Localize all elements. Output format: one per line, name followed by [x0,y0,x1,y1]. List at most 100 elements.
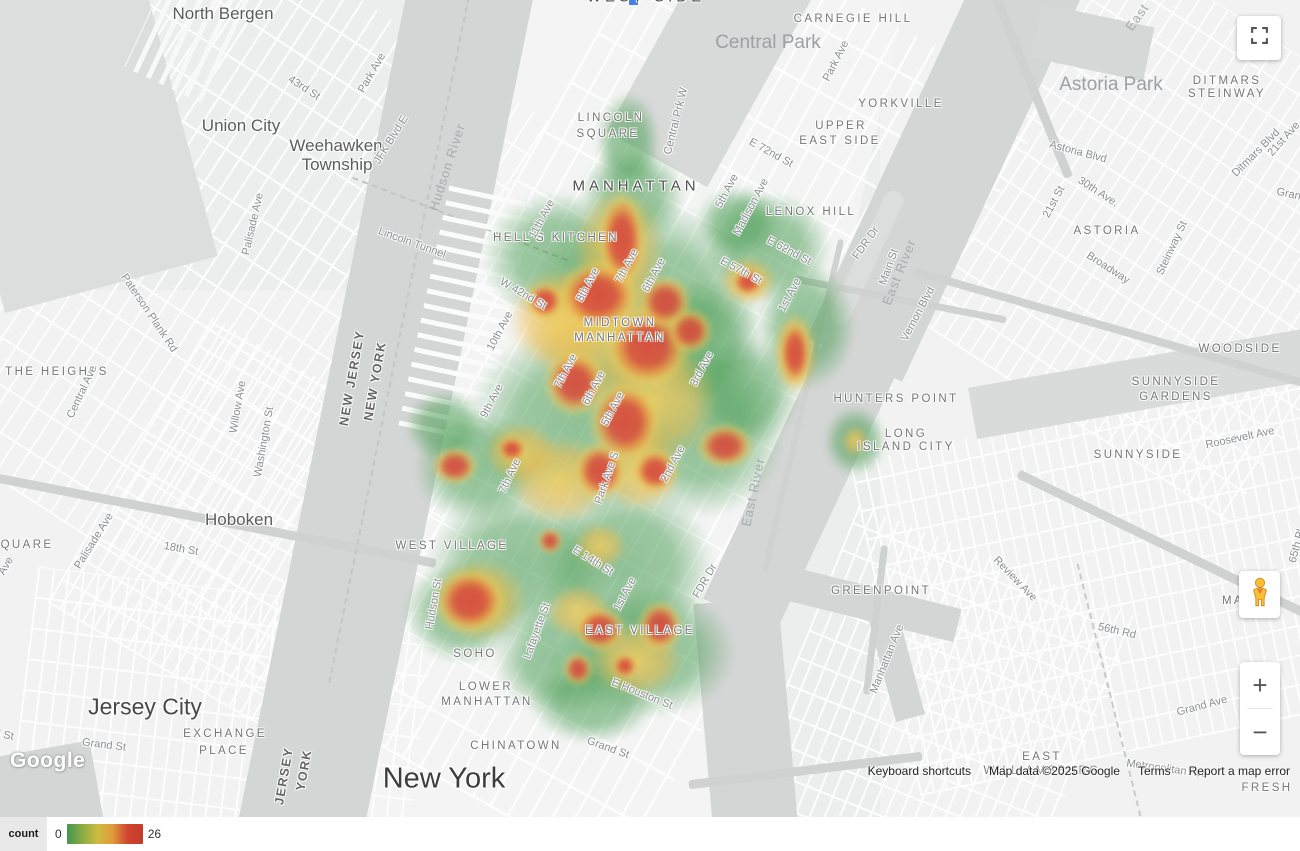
map-label: W 42nd St [497,275,549,313]
map-label: WOODSIDE [1198,343,1282,355]
map-label: 56th Rd [1096,620,1138,642]
map-label: YORKVILLE [858,98,944,110]
map-label: Grand St [585,734,631,762]
legend-max-value: 26 [147,827,162,841]
map-label: Weehawken [289,136,383,155]
heat-blob [526,282,564,320]
zoom-in-button[interactable]: + [1252,669,1268,700]
heat-blob [537,528,563,554]
map-label: Hoboken [204,510,274,529]
map-label: WEST VILLAGE [395,540,509,552]
map-label: New York [382,762,506,795]
report-map-error-link[interactable]: Report a map error [1188,764,1290,778]
map-label: Township [301,155,373,174]
map-label: Central Park [715,32,821,53]
map-label: 9th Ave [478,382,506,420]
map-label: 18th St [162,540,200,558]
map-label: Jersey City [88,693,202,720]
keyboard-shortcuts-link[interactable]: Keyboard shortcuts [867,764,972,778]
map-label: FDR Dr [690,561,720,601]
map-label: Lafayette St [521,601,553,661]
heatmap-overlay [404,92,886,744]
heat-blob [574,523,626,569]
map-label: FRESH [1241,782,1293,794]
map-label: ASTORIA [1073,225,1141,237]
map-label: Park Ave S [592,450,622,506]
heat-blob [842,426,868,456]
heat-blob [497,436,527,462]
heat-blob [632,448,678,494]
map-label: 65th Pl [1286,527,1300,565]
heat-blob [563,652,593,686]
map-label: Union City [201,116,281,135]
map-label: 3rd Ave [687,349,717,389]
map-label: 43rd St [285,73,323,103]
map-label: UPPER [815,120,867,132]
map-label: Washington St [251,405,277,479]
zoom-divider [1247,708,1273,709]
map-canvas[interactable]: North Bergen Union City Weehawken Township H… [0,0,1300,817]
map-label: 7th Ave [552,352,580,390]
map-label: Steinway St [1154,219,1190,277]
map-label: MANHATTAN [574,332,666,344]
map-label: E 14th St [570,543,616,579]
map-label: Ave [0,554,16,578]
map-label: GARDENS [1139,391,1213,403]
map-label: CHINATOWN [470,740,562,752]
map-label: LONG [884,428,928,440]
map-label: LENOX HILL [765,206,857,218]
map-label: Park Ave [355,51,389,95]
map-label: WEST SIDE [587,0,705,6]
map-label: DITMARS [1192,75,1262,87]
google-logo[interactable]: Google [10,749,86,772]
map-label: EXCHANGE [183,728,267,740]
heatmap-legend: count 0 26 [0,817,1300,851]
zoom-control: + − [1240,662,1280,755]
map-label: Hudson River [425,121,469,213]
heat-blob [696,186,780,258]
map-label: 1st Ave [776,276,804,314]
map-label: Manhattan Ave [867,622,907,696]
map-label: E 57th St [718,255,764,287]
map-label: Grand Ave [1175,693,1229,719]
map-label: 7th Ave [496,456,524,496]
map-label: Grand St [81,736,127,754]
pegman-button[interactable] [1239,571,1280,618]
map-label: LINCOLN [577,112,645,124]
map-label: STEINWAY [1188,88,1266,100]
map-label: HUNTERS POINT [833,393,959,405]
zoom-out-button[interactable]: − [1252,716,1268,747]
map-label: SQUARE [0,539,54,551]
map-label: EAST SIDE [799,135,881,147]
map-label: CARNEGIE HILL [793,13,913,25]
heat-blob [573,441,627,501]
map-label: PLACE [199,745,249,757]
map-label: 6th Ave [640,256,668,294]
map-attribution: Keyboard shortcuts Map data ©2025 Google… [868,764,1290,778]
map-label: East [1122,0,1152,34]
map-label: Grand Ave [1275,185,1300,209]
map-label: Astoria Blvd [1048,138,1108,166]
map-label: Palisade Ave [240,191,266,257]
map-label: 2nd Ave [658,443,688,485]
legend-count-label: count [0,817,47,851]
map-label: Vernon Blvd [898,284,938,344]
map-label: East River [738,456,768,528]
fullscreen-button[interactable] [1237,16,1281,60]
map-label: Grand St [0,723,15,743]
map-label: THE HEIGHTS [5,366,109,378]
map-label: E 62nd St [764,234,814,268]
map-label: WILLIAMSBURG [983,765,1101,777]
map-labels-layer: North Bergen Union City Weehawken Township H… [0,0,1300,806]
map-label: Broadway [1084,249,1132,287]
map-label: LOWER [458,681,514,693]
map-label: JERSEY [272,746,296,806]
heat-blob [731,267,765,297]
terms-link[interactable]: Terms [1137,764,1171,778]
map-label: Review Ave [990,554,1040,604]
map-label: Palisade Ave [72,510,116,572]
map-label: Lincoln Tunnel [376,225,448,261]
map-label: MANHATTAN [572,177,700,195]
fullscreen-icon [1250,26,1269,50]
